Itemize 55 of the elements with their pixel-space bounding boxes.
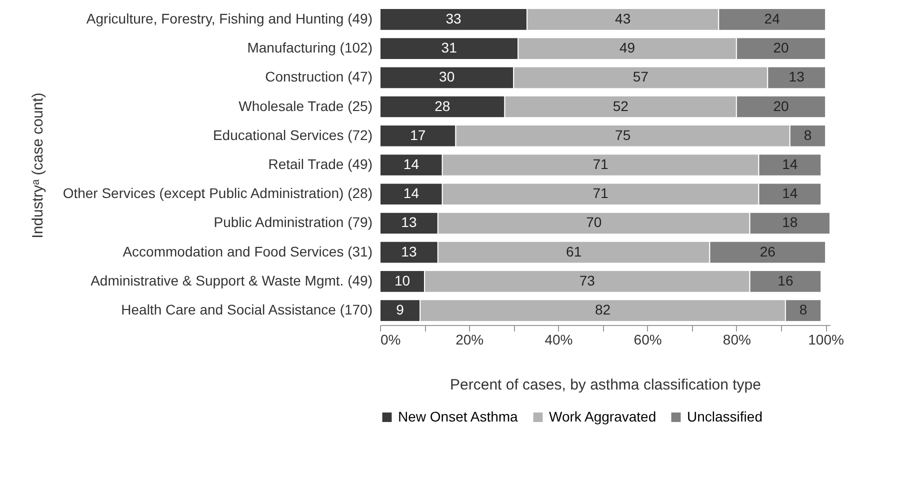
legend-label: Work Aggravated: [549, 408, 656, 424]
data-label: 14: [403, 185, 420, 202]
data-label: 52: [612, 98, 629, 114]
data-label: 57: [632, 68, 649, 85]
data-label: 71: [592, 185, 609, 202]
y-tick-label: Administrative & Support & Waste Mgmt. (49): [90, 272, 372, 288]
data-label: 14: [782, 156, 798, 172]
y-tick-label: Other Services (except Public Administration) (28): [62, 185, 372, 202]
data-label: 18: [782, 214, 798, 230]
x-tick-label: 60%: [634, 332, 662, 348]
data-label: 20: [773, 40, 789, 56]
y-axis-title: Industryᵃ (case count): [30, 92, 46, 238]
x-tick-label: 80%: [722, 332, 751, 348]
data-label: 43: [615, 10, 631, 26]
data-label: 70: [586, 214, 602, 230]
data-label: 30: [439, 68, 455, 85]
data-label: 33: [446, 10, 462, 26]
data-label: 8: [804, 126, 812, 143]
y-tick-label: Construction (47): [265, 68, 372, 85]
y-tick-label: Public Administration (79): [214, 214, 372, 230]
data-label: 10: [394, 272, 410, 288]
data-label: 13: [401, 243, 417, 260]
data-label: 71: [592, 156, 609, 172]
data-label: 14: [403, 156, 420, 172]
y-tick-label: Retail Trade (49): [268, 156, 372, 172]
data-label: 17: [410, 126, 426, 143]
y-tick-label: Wholesale Trade (25): [238, 98, 372, 114]
y-tick-label: Educational Services (72): [212, 126, 372, 143]
legend-label: New Onset Asthma: [398, 408, 518, 424]
data-label: 8: [799, 302, 808, 318]
y-tick-label: Health Care and Social Assistance (170): [121, 302, 372, 318]
data-label: 9: [396, 302, 404, 318]
data-label: 16: [778, 272, 794, 288]
data-label: 13: [788, 68, 805, 85]
data-label: 75: [615, 126, 631, 143]
legend-label: Unclassified: [687, 408, 762, 424]
y-tick-label: Agriculture, Forestry, Fishing and Hunting (49): [86, 10, 372, 26]
data-label: 14: [782, 185, 798, 202]
y-tick-label: Accommodation and Food Services (31): [122, 243, 372, 260]
data-label: 82: [594, 302, 611, 318]
data-label: 13: [401, 214, 417, 230]
x-tick-label: 40%: [544, 332, 573, 348]
data-label: 28: [434, 98, 450, 114]
y-tick-label: Manufacturing (102): [247, 40, 372, 56]
data-label: 73: [579, 272, 596, 288]
x-tick-label: 0%: [380, 332, 401, 348]
x-axis-title: Percent of cases, by asthma classification type: [450, 376, 761, 394]
data-label: 61: [566, 243, 582, 260]
data-label: 49: [619, 40, 636, 56]
data-label: 31: [441, 40, 458, 56]
x-tick-label: 20%: [456, 332, 484, 348]
data-label: 20: [773, 98, 789, 114]
x-tick-label: 100%: [808, 332, 844, 348]
data-label: 26: [760, 243, 776, 260]
data-label: 24: [764, 10, 780, 26]
